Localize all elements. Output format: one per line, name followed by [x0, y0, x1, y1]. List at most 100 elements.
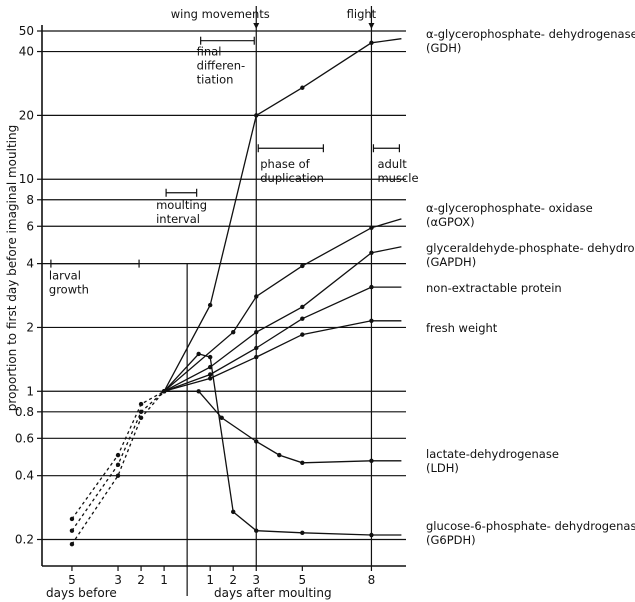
xtick-label-8: 8	[368, 573, 376, 587]
phase-label-line-0-1: growth	[49, 283, 89, 297]
x-axis-label-days-after: days after moulting	[214, 586, 332, 600]
phase-label-line-3-0: phase of	[260, 157, 310, 171]
ytick-label-6: 4	[26, 257, 34, 271]
series-line-2	[163, 246, 402, 392]
series-1-point-7	[369, 225, 374, 231]
series-1-point-0	[69, 528, 75, 533]
phase-label-line-0-0: larval	[49, 269, 81, 283]
ytick-label-8: 8	[26, 193, 34, 207]
series-label-5: lactate-dehydrogenase (LDH)	[426, 447, 559, 475]
series-1-point-2	[138, 409, 144, 415]
series-6-point-5	[300, 530, 305, 536]
series-label-4: fresh weight	[426, 321, 498, 335]
series-2-point-0	[69, 542, 75, 547]
series-label-line-5-0: lactate-dehydrogenase	[426, 447, 559, 461]
series-6-point-0	[161, 389, 167, 394]
phase-label-3: phase of duplication	[260, 157, 324, 185]
series-label-line-0-0: α-glycerophosphate- dehydrogenase	[426, 27, 635, 41]
series-2-point-2	[138, 415, 144, 420]
ytick-label-4: 1	[26, 384, 34, 398]
series-4-point-2	[254, 354, 259, 360]
series-label-2: glyceraldehyde-phosphate- dehydrogenase(…	[426, 241, 635, 269]
xtick-label-7: 5	[299, 573, 307, 587]
series-5-point-1	[196, 389, 201, 394]
series-label-line-5-1: (LDH)	[426, 461, 459, 475]
series-0-point-0	[69, 516, 75, 522]
series-line-4	[163, 320, 402, 392]
y-axis-label: proportion to first day before imaginal …	[5, 125, 19, 411]
axis-layer: 0.2 0.4 0.6 0.8 1 2 4 6 8 10 20 40 50 5 3 2 1 1 2 3 5 8	[15, 6, 406, 596]
xtick-label-0: 5	[68, 573, 76, 587]
series-line-5	[164, 390, 402, 464]
series-0-point-6	[300, 85, 305, 90]
label-layer: wing movements flight α-glycerophosphate- …	[171, 7, 635, 547]
series-before-1	[71, 390, 165, 532]
xtick-label-5: 2	[229, 573, 237, 587]
grid-layer	[42, 30, 406, 541]
series-3-point-1	[207, 372, 213, 377]
event-arrow-1	[368, 23, 375, 29]
series-line-3	[163, 286, 402, 392]
phase-label-2: final differen-tiation	[197, 45, 245, 87]
series-3-point-3	[300, 316, 305, 321]
series-6-point-6	[369, 532, 374, 538]
series-line-0	[163, 38, 402, 392]
phase-label-4: adult muscle	[377, 157, 418, 185]
series-3-point-2	[254, 345, 259, 351]
event-label-0: wing movements	[171, 7, 270, 21]
phase-label-line-2-1: differen-	[197, 59, 245, 73]
event-arrow-0	[253, 23, 260, 29]
series-5-point-4	[277, 452, 282, 458]
series-label-line-0-1: (GDH)	[426, 41, 461, 55]
ytick-label-1: 0.4	[15, 469, 34, 483]
phase-label-1: moulting interval	[156, 198, 207, 226]
series-5-point-6	[369, 458, 374, 464]
xtick-label-2: 2	[137, 573, 145, 587]
series-label-line-6-0: glucose-6-phosphate- dehydrogenase	[426, 519, 635, 533]
series-6-point-3	[231, 509, 236, 515]
xtick-label-3: 1	[160, 573, 168, 587]
series-0-point-4	[207, 302, 213, 308]
ytick-label-9: 10	[19, 172, 34, 186]
series-2-point-7	[369, 250, 374, 255]
phase-label-line-2-0: final	[197, 45, 222, 59]
ytick-label-11: 40	[19, 45, 34, 59]
ytick-label-5: 2	[26, 320, 34, 334]
series-6-point-1	[196, 351, 201, 357]
phase-label-line-4-1: muscle	[377, 171, 418, 185]
series-0-point-2	[138, 401, 144, 407]
ytick-label-12: 50	[19, 24, 34, 38]
series-2-point-1	[115, 473, 121, 478]
series-label-line-3-0: non-extractable protein	[426, 281, 562, 295]
series-5-point-2	[219, 415, 224, 420]
series-1-point-1	[115, 462, 121, 468]
series-0-point-1	[115, 452, 121, 458]
series-1-point-4	[231, 329, 236, 335]
series-label-6: glucose-6-phosphate- dehydrogenase (G6PDH…	[426, 519, 635, 547]
series-1-point-5	[254, 294, 259, 299]
phase-label-line-2-2: tiation	[197, 73, 234, 87]
series-line-1	[163, 218, 402, 392]
series-0-point-5	[254, 113, 259, 118]
phase-label-line-1-1: interval	[156, 212, 200, 226]
phase-layer: larval growth moulting interval final differe…	[49, 36, 419, 297]
series-label-3: non-extractable protein	[426, 281, 562, 295]
series-6-point-2	[207, 354, 213, 360]
series-label-line-4-0: fresh weight	[426, 321, 498, 335]
ytick-label-3: 0.8	[15, 405, 34, 419]
series-2-point-6	[300, 304, 305, 310]
series-label-1: α-glycerophosphate- oxidase (αGPOX)	[426, 201, 593, 229]
event-label-1: flight	[347, 7, 377, 21]
series-0-point-7	[369, 40, 374, 45]
series-4-point-3	[300, 332, 305, 337]
series-5-point-3	[254, 439, 259, 444]
series-5-point-5	[300, 460, 305, 465]
series-label-line-1-1: (αGPOX)	[426, 215, 475, 229]
series-4-point-4	[369, 318, 374, 323]
phase-label-line-3-1: duplication	[260, 171, 324, 185]
ytick-label-0: 0.2	[15, 533, 34, 547]
series-label-line-1-0: α-glycerophosphate- oxidase	[426, 201, 593, 215]
xtick-label-1: 3	[114, 573, 122, 587]
ytick-label-10: 20	[19, 108, 34, 122]
